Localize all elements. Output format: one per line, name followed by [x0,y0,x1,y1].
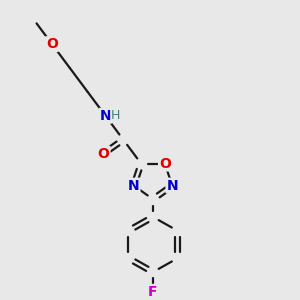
Text: N: N [167,178,178,193]
Text: O: O [159,157,171,171]
Text: N: N [128,178,140,193]
Text: F: F [148,285,158,299]
Text: O: O [46,37,58,51]
Text: O: O [98,147,109,160]
Text: H: H [111,109,120,122]
Text: N: N [100,109,111,123]
